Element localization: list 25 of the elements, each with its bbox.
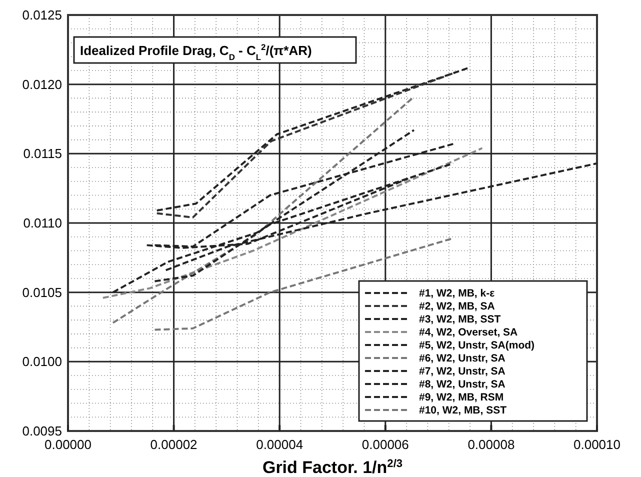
legend-label: #9, W2, MB, RSM [419, 392, 504, 404]
y-tick-label: 0.0125 [22, 8, 62, 23]
legend-label: #1, W2, MB, k-ε [419, 288, 495, 300]
x-tick-label: 0.00006 [362, 437, 409, 452]
x-tick-label: 0.00008 [468, 437, 515, 452]
x-tick-label: 0.00010 [574, 437, 620, 452]
legend-label: #10, W2, MB, SST [419, 404, 508, 417]
y-tick-label: 0.0100 [22, 354, 62, 370]
y-tick-label: 0.0105 [22, 284, 62, 300]
y-tick-label: 0.0120 [22, 76, 62, 92]
legend-label: #7, W2, Unstr, SA [419, 366, 506, 378]
x-axis-title: Grid Factor. 1/n$^{2/3}$ [262, 458, 403, 477]
y-tick-label: 0.0095 [22, 424, 62, 439]
legend-label: #5, W2, Unstr, SA(mod) [419, 340, 535, 352]
legend-label: #6, W2, Unstr, SA [419, 352, 506, 365]
legend-label: #4, W2, Overset, SA [419, 326, 518, 339]
text: Idealized Profile Drag, C$_{D}$ - C$_{L}$$^{2}$/(π*AR) [80, 42, 312, 62]
x-tick-label: 0.00000 [44, 437, 92, 452]
x-tick-label: 0.00004 [256, 437, 304, 452]
x-tick-label: 0.00002 [150, 437, 198, 452]
y-tick-label: 0.0110 [23, 216, 62, 231]
legend-label: #8, W2, Unstr, SA [419, 378, 506, 391]
legend-label: #3, W2, MB, SST [419, 314, 502, 326]
y-tick-label: 0.0115 [23, 146, 62, 162]
legend-label: #2, W2, MB, SA [419, 300, 496, 313]
